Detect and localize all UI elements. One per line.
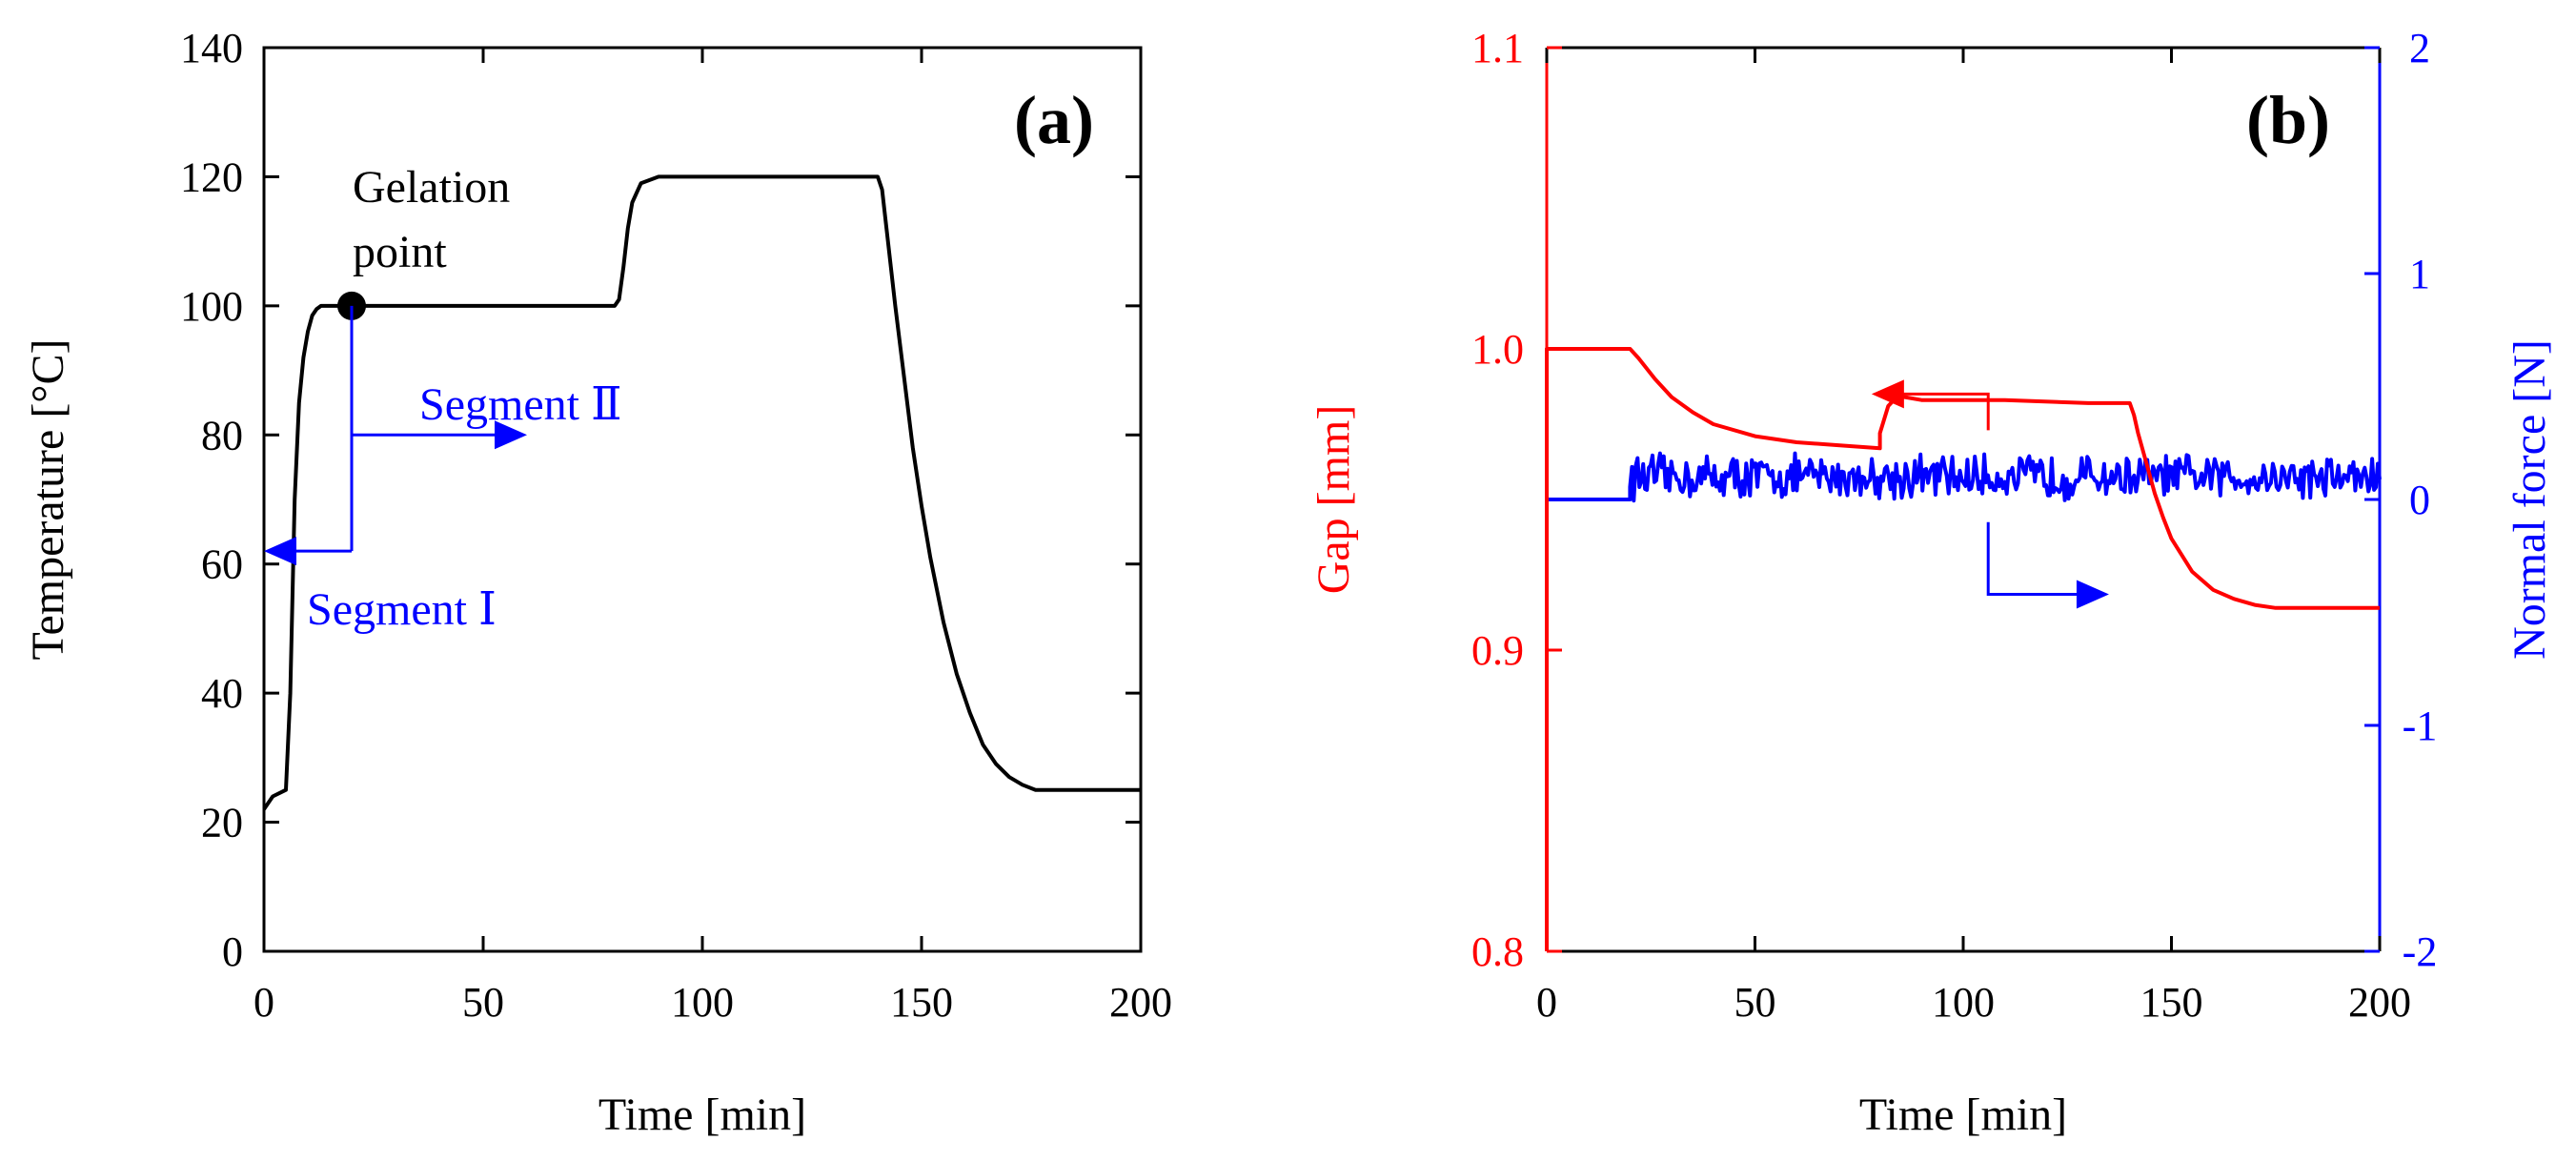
force-axis-arrow-head — [2076, 580, 2109, 609]
chart-gap-normal-force: 0.8 0.9 1.0 1.1 -2 -1 0 1 2 0 50 100 150 200 (b) Ti… — [1308, 25, 2555, 1140]
y-right-tick-label-b: 1 — [2409, 251, 2430, 297]
y-tick-label-a: 120 — [180, 153, 243, 200]
panel-label-a: (a) — [1014, 82, 1094, 158]
y-left-tick-label-b: 1.0 — [1471, 326, 1524, 373]
temperature-line — [262, 174, 1141, 811]
y-left-tick-label-b: 0.8 — [1471, 928, 1524, 975]
x-tick-label-b: 150 — [2140, 979, 2203, 1026]
gap-axis-arrow-head — [1871, 379, 1904, 409]
y-left-tick-label-b: 0.9 — [1471, 627, 1524, 674]
force-axis-arrow-shaft — [1986, 521, 2080, 597]
x-tick-label-a: 0 — [254, 979, 274, 1026]
segment-2-arrow-head — [495, 420, 527, 450]
x-tick-labels-b: 0 50 100 150 200 — [1536, 979, 2411, 1026]
segment-1-label: Segment Ⅰ — [307, 584, 497, 635]
segment-1-arrow-head — [264, 537, 296, 566]
y-tick-labels-a: 0 20 40 60 80 100 120 140 — [180, 25, 243, 975]
y-left-tick-label-b: 1.1 — [1471, 25, 1524, 71]
y-right-tick-label-b: -2 — [2403, 928, 2438, 975]
chart-temperature: 0 20 40 60 80 100 120 140 0 50 100 150 200 Gelation… — [23, 25, 1172, 1140]
x-tick-label-b: 0 — [1536, 979, 1557, 1026]
x-tick-label-b: 50 — [1734, 979, 1776, 1026]
y-tick-label-a: 140 — [180, 25, 243, 71]
x-tick-label-a: 150 — [890, 979, 953, 1026]
panel-label-b: (b) — [2246, 82, 2330, 158]
tick-marks-b — [1545, 46, 2382, 953]
x-tick-labels-a: 0 50 100 150 200 — [254, 979, 1172, 1026]
x-axis-label-a: Time [min] — [598, 1090, 806, 1140]
axis-indicator-arrows — [1871, 379, 2109, 609]
x-tick-label-a: 50 — [462, 979, 504, 1026]
y-tick-label-a: 20 — [201, 800, 243, 846]
y-tick-label-a: 100 — [180, 283, 243, 330]
y-right-tick-label-b: 0 — [2409, 477, 2430, 523]
gelation-label-line2: point — [353, 227, 447, 277]
tick-marks-a — [262, 46, 1143, 953]
y-right-tick-labels-b: -2 -1 0 1 2 — [2403, 25, 2438, 975]
y-tick-label-a: 0 — [222, 928, 243, 975]
y-axis-label-a: Temperature [°C] — [23, 338, 73, 660]
y-right-axis-label-b: Normal force [N] — [2505, 339, 2555, 660]
normal-force-line — [1547, 451, 2382, 503]
gap-line — [1545, 347, 2380, 951]
gelation-label-line1: Gelation — [353, 162, 510, 213]
segment-2-label: Segment Ⅱ — [419, 379, 622, 430]
y-left-tick-labels-b: 0.8 0.9 1.0 1.1 — [1471, 25, 1524, 975]
y-tick-label-a: 40 — [201, 670, 243, 717]
y-right-tick-label-b: 2 — [2409, 25, 2430, 71]
x-axis-label-b: Time [min] — [1859, 1090, 2067, 1140]
gap-axis-arrow-shaft — [1899, 392, 1990, 431]
y-tick-label-a: 60 — [201, 541, 243, 588]
x-tick-label-b: 200 — [2348, 979, 2411, 1026]
y-tick-label-a: 80 — [201, 412, 243, 458]
x-tick-label-a: 200 — [1109, 979, 1172, 1026]
x-tick-label-b: 100 — [1932, 979, 1995, 1026]
y-left-axis-label-b: Gap [mm] — [1308, 405, 1359, 595]
x-tick-label-a: 100 — [671, 979, 734, 1026]
y-right-tick-label-b: -1 — [2403, 703, 2438, 749]
segment-arrows — [264, 305, 527, 566]
